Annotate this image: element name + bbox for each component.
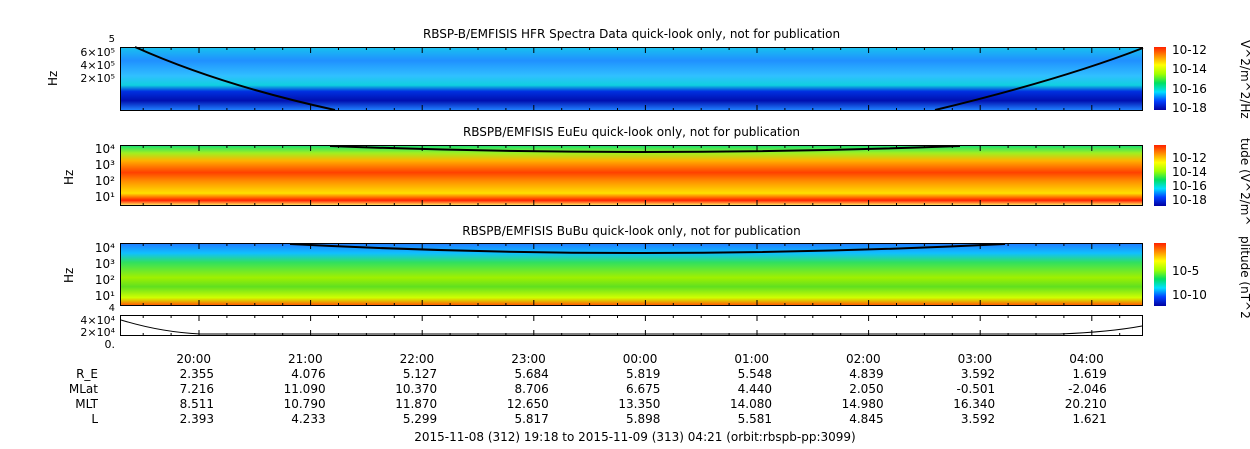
ephemeris-value: -0.501	[956, 382, 996, 396]
ephemeris-value: 4.845	[849, 412, 884, 426]
ephemeris-value: 10.370	[395, 382, 438, 396]
ephemeris-row-label: R_E	[76, 367, 98, 381]
p1-ytick: 5	[108, 34, 115, 45]
ephemeris-value: 11.870	[395, 397, 438, 411]
ephemeris-value: 5.581	[737, 412, 772, 426]
ephemeris-value: 5.819	[626, 367, 661, 381]
panel4-line	[120, 319, 1143, 335]
ephemeris-value: 14.980	[841, 397, 884, 411]
ephemeris-value: 2.355	[179, 367, 214, 381]
p3-ytick: 10³	[94, 257, 115, 271]
ephemeris-value: 4.076	[291, 367, 326, 381]
panel3-title: RBSPB/EMFISIS BuBu quick-look only, not …	[462, 224, 801, 238]
p3-ytick: 10²	[94, 273, 115, 287]
cbar2-tick: 10-12	[1172, 151, 1207, 165]
cbar2-tick: 10-16	[1172, 179, 1207, 193]
x-tick-label: 21:00	[288, 352, 323, 366]
cbar2-tick: 10-18	[1172, 193, 1207, 207]
p4-ytick: 2×10⁴	[80, 326, 115, 339]
ephemeris-row-label: MLT	[75, 397, 98, 411]
p2-ytick: 10¹	[94, 190, 115, 204]
ephemeris-row-label: L	[91, 412, 98, 426]
ephemeris-value: 4.839	[849, 367, 884, 381]
ephemeris-value: 7.216	[179, 382, 214, 396]
ephemeris-value: -2.046	[1068, 382, 1107, 396]
x-tick-label: 02:00	[846, 352, 881, 366]
ephemeris-line-panel	[120, 315, 1143, 336]
panel1-colorbar	[1154, 47, 1166, 110]
ephemeris-value: 4.233	[291, 412, 326, 426]
panel2-cutoff-curve	[329, 145, 961, 153]
panel2-title: RBSPB/EMFISIS EuEu quick-look only, not …	[462, 125, 801, 139]
ephemeris-value: 2.393	[179, 412, 214, 426]
p4-ytick: 4	[108, 303, 115, 314]
p1-ytick: 4×10⁵	[80, 59, 115, 72]
ephemeris-value: 16.340	[953, 397, 996, 411]
cbar3-label: plitude (nT^2	[1238, 236, 1250, 319]
ephemeris-value: 5.817	[514, 412, 549, 426]
x-tick-label: 03:00	[957, 352, 993, 366]
cbar2-tick: 10-14	[1172, 165, 1207, 179]
x-tick-label: 04:00	[1069, 352, 1104, 366]
panel1-title: RBSP-B/EMFISIS HFR Spectra Data quick-lo…	[422, 27, 841, 41]
p4-ytick: 4×10⁴	[80, 314, 115, 327]
x-tick-label: 23:00	[511, 352, 546, 366]
p2-ytick: 10²	[94, 174, 115, 188]
ephemeris-value: 11.090	[283, 382, 326, 396]
panel3-colorbar	[1154, 243, 1166, 306]
p2-ytick: 10³	[94, 158, 115, 172]
x-tick-label: 00:00	[622, 352, 658, 366]
ephemeris-value: 12.650	[506, 397, 549, 411]
ephemeris-value: 5.127	[402, 367, 438, 381]
ephemeris-value: 4.440	[737, 382, 772, 396]
cbar2-label: tude (V^2/m^	[1238, 138, 1250, 226]
x-tick-label: 01:00	[734, 352, 769, 366]
ephemeris-value: 20.210	[1064, 397, 1107, 411]
ephemeris-value: 8.706	[514, 382, 549, 396]
cbar1-tick: 10-12	[1172, 43, 1207, 57]
cbar3-tick: 10-10	[1172, 288, 1207, 302]
ephemeris-value: 1.619	[1072, 367, 1107, 381]
p3-ytick: 10⁴	[94, 241, 115, 255]
panel2-ylabel: Hz	[62, 169, 76, 185]
ephemeris-value: 5.684	[514, 367, 549, 381]
p1-ytick: 2×10⁵	[80, 72, 115, 85]
cbar1-tick: 10-16	[1172, 82, 1207, 96]
panel2-colorbar	[1154, 145, 1166, 206]
ephemeris-value: 5.548	[737, 367, 772, 381]
panel3-ylabel: Hz	[62, 267, 76, 283]
p2-ytick: 10⁴	[94, 142, 115, 156]
cbar1-tick: 10-14	[1172, 62, 1207, 76]
x-tick-label: 20:00	[176, 352, 211, 366]
ephemeris-value: 10.790	[283, 397, 326, 411]
x-tick-label: 22:00	[399, 352, 435, 366]
ephemeris-value: 3.592	[960, 412, 996, 426]
ephemeris-row-label: MLat	[68, 382, 98, 396]
cbar1-tick: 10-18	[1172, 101, 1207, 115]
time-range-footer: 2015-11-08 (312) 19:18 to 2015-11-09 (31…	[414, 430, 856, 444]
cbar1-label: V^2/m^2/Hz	[1238, 40, 1250, 119]
p4-ytick: 0.	[104, 338, 116, 351]
ephemeris-value: 6.675	[626, 382, 661, 396]
ephemeris-value: 13.350	[618, 397, 661, 411]
ephemeris-value: 5.898	[626, 412, 661, 426]
ephemeris-value: 1.621	[1072, 412, 1107, 426]
ephemeris-value: 5.299	[402, 412, 438, 426]
cbar3-tick: 10-5	[1172, 264, 1200, 278]
p3-ytick: 10¹	[94, 289, 115, 303]
panel1-cutoff-curve	[134, 46, 1144, 111]
eueu-spectrogram	[120, 145, 1143, 206]
panel1-ylabel: Hz	[46, 70, 60, 86]
ephemeris-value: 2.050	[849, 382, 884, 396]
ephemeris-value: 3.592	[960, 367, 996, 381]
p1-ytick: 6×10⁵	[80, 46, 115, 59]
panel3-cutoff-curve	[289, 243, 1006, 254]
ephemeris-value: 8.511	[179, 397, 214, 411]
ephemeris-value: 14.080	[730, 397, 772, 411]
